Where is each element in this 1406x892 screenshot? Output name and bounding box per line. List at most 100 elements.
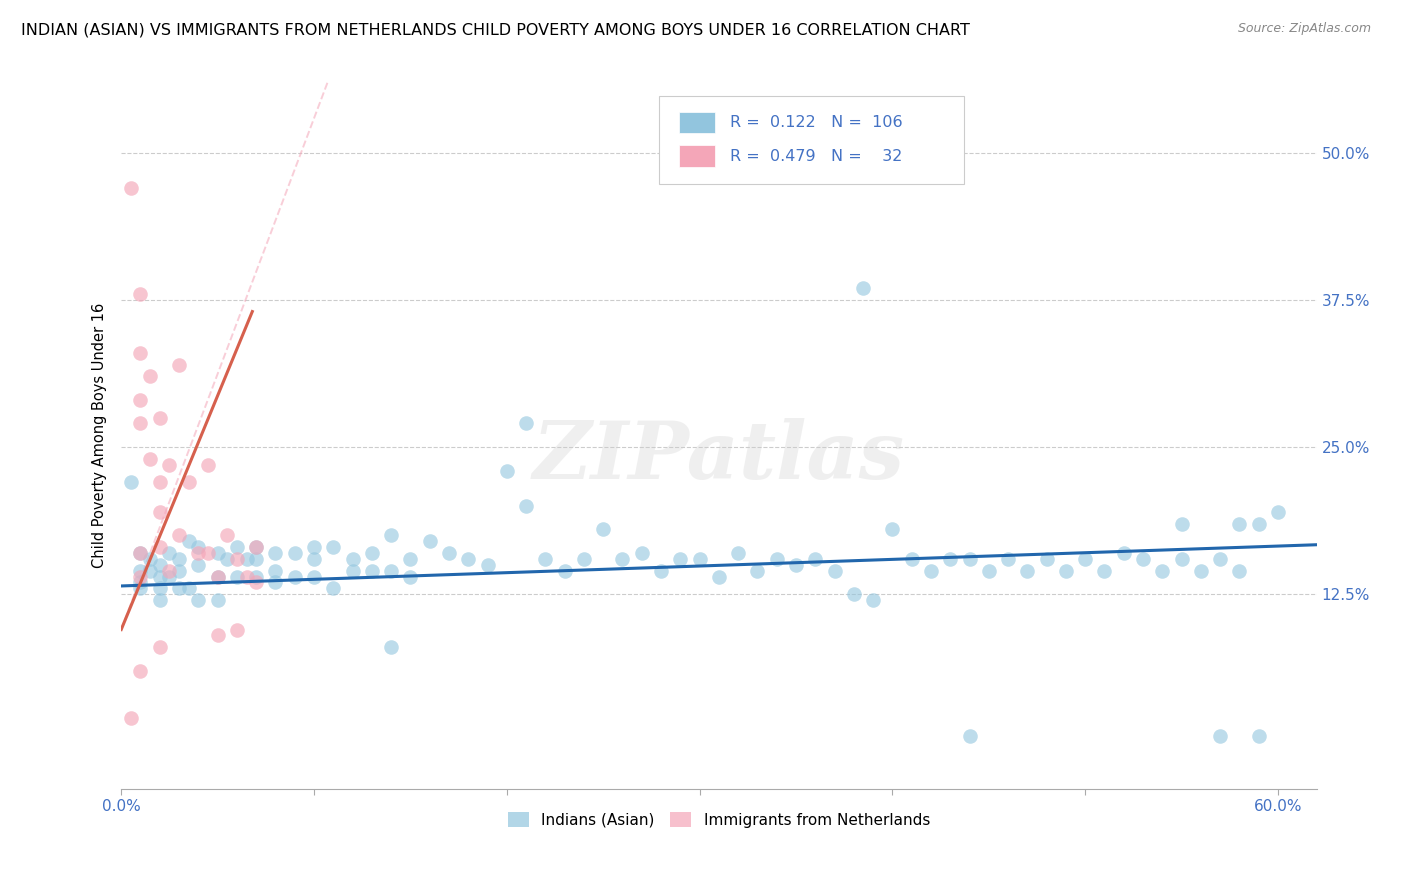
Point <box>1229 564 1251 578</box>
Point <box>207 546 229 560</box>
Point <box>167 564 190 578</box>
Point <box>1229 516 1251 531</box>
Point <box>1170 552 1192 566</box>
Point <box>129 417 152 431</box>
Point <box>900 552 922 566</box>
Point <box>360 546 382 560</box>
Point <box>380 564 402 578</box>
Text: ZIPatlas: ZIPatlas <box>533 417 905 495</box>
Point <box>457 552 479 566</box>
Point <box>129 392 152 407</box>
Point <box>1035 552 1057 566</box>
Point <box>187 540 209 554</box>
Point <box>977 564 1000 578</box>
Legend: Indians (Asian), Immigrants from Netherlands: Indians (Asian), Immigrants from Netherl… <box>502 806 936 834</box>
Point <box>920 564 942 578</box>
Point <box>187 593 209 607</box>
Point <box>959 729 981 743</box>
Point <box>129 345 152 359</box>
Point <box>515 499 537 513</box>
Point <box>824 564 846 578</box>
Point <box>1247 516 1270 531</box>
Point <box>120 181 142 195</box>
Point <box>149 410 172 425</box>
Point <box>207 628 229 642</box>
Point <box>187 546 209 560</box>
Point <box>167 528 190 542</box>
Point <box>245 575 267 590</box>
Point <box>630 546 652 560</box>
Point <box>235 569 257 583</box>
Point <box>264 546 287 560</box>
Point <box>612 552 634 566</box>
Point <box>245 552 267 566</box>
Point <box>149 640 172 655</box>
Point <box>380 528 402 542</box>
Point <box>322 540 344 554</box>
Point <box>129 546 152 560</box>
Point <box>177 534 200 549</box>
Point <box>419 534 441 549</box>
Point <box>139 552 162 566</box>
Point <box>245 540 267 554</box>
Point <box>177 475 200 490</box>
Point <box>197 458 219 472</box>
Point <box>120 711 142 725</box>
Text: Source: ZipAtlas.com: Source: ZipAtlas.com <box>1237 22 1371 36</box>
Point <box>139 369 162 384</box>
Point <box>650 564 672 578</box>
Point <box>1094 564 1116 578</box>
Point <box>399 569 422 583</box>
Point <box>959 552 981 566</box>
Point <box>1247 729 1270 743</box>
Point <box>149 540 172 554</box>
Point <box>515 417 537 431</box>
FancyBboxPatch shape <box>659 96 965 185</box>
Point <box>302 540 325 554</box>
Text: R =  0.122   N =  106: R = 0.122 N = 106 <box>730 115 903 129</box>
Point <box>302 552 325 566</box>
Point <box>1132 552 1154 566</box>
Y-axis label: Child Poverty Among Boys Under 16: Child Poverty Among Boys Under 16 <box>93 302 107 568</box>
Point <box>149 475 172 490</box>
Point <box>149 593 172 607</box>
Point <box>939 552 962 566</box>
Point <box>120 475 142 490</box>
Point <box>245 569 267 583</box>
Point <box>1189 564 1212 578</box>
Point <box>139 564 162 578</box>
Point <box>707 569 730 583</box>
Point <box>1017 564 1039 578</box>
Point <box>1074 552 1097 566</box>
Point <box>129 569 152 583</box>
Point <box>225 569 247 583</box>
Point <box>129 664 152 678</box>
Point <box>1054 564 1077 578</box>
Point <box>264 575 287 590</box>
Point <box>882 523 904 537</box>
Point <box>207 569 229 583</box>
Point <box>380 640 402 655</box>
Point <box>157 569 180 583</box>
Point <box>167 552 190 566</box>
Point <box>689 552 711 566</box>
Point <box>149 582 172 596</box>
Point <box>129 286 152 301</box>
Point <box>149 505 172 519</box>
Point <box>592 523 614 537</box>
Point <box>157 546 180 560</box>
Point <box>225 623 247 637</box>
Point <box>284 569 307 583</box>
Point <box>225 552 247 566</box>
Point <box>727 546 749 560</box>
Point <box>360 564 382 578</box>
Point <box>129 546 152 560</box>
Point <box>1152 564 1174 578</box>
Point <box>235 552 257 566</box>
Point <box>477 558 499 572</box>
Point <box>1209 552 1232 566</box>
Point <box>264 564 287 578</box>
FancyBboxPatch shape <box>679 145 716 167</box>
Point <box>534 552 557 566</box>
Point <box>302 569 325 583</box>
